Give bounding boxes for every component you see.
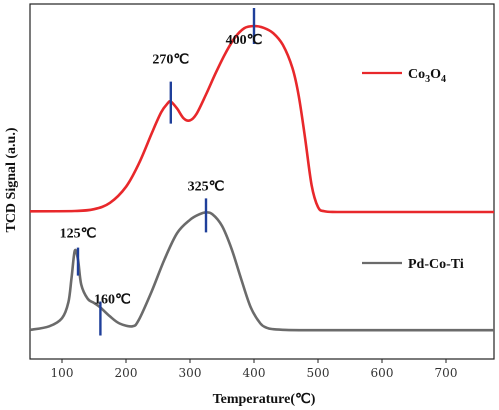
peak-label-270: 270℃ (152, 53, 189, 68)
plot-frame (29, 3, 495, 360)
peak-label-160: 160℃ (94, 293, 131, 308)
x-tick-label: 400 (243, 366, 266, 380)
x-tick-label: 100 (51, 366, 74, 380)
x-axis-title: Temperature(℃) (213, 392, 316, 407)
x-axis-ticks: 100 200 300 400 500 600 700 (51, 359, 458, 380)
x-tick-label: 600 (371, 366, 394, 380)
legend: Co3O4 Pd-Co-Ti (362, 67, 464, 272)
x-tick-label: 200 (115, 366, 138, 380)
peak-label-325: 325℃ (188, 179, 225, 194)
x-tick-label: 700 (435, 366, 458, 380)
legend-label-co3o4: Co3O4 (408, 67, 446, 85)
series-line-pd-co-ti (29, 211, 494, 332)
series-line-co3o4 (29, 24, 494, 214)
x-tick-label: 500 (307, 366, 330, 380)
peak-label-125: 125℃ (60, 227, 97, 242)
x-tick-label: 300 (179, 366, 202, 380)
series-layer (29, 24, 494, 332)
peak-label-400: 400℃ (226, 33, 263, 48)
peak-marker-layer (76, 8, 256, 336)
peak-label-layer: 270℃ 400℃ 125℃ 160℃ 325℃ (60, 33, 263, 308)
y-axis-title: TCD Signal (a.u.) (4, 127, 19, 232)
legend-label-pd-co-ti: Pd-Co-Ti (408, 257, 464, 272)
